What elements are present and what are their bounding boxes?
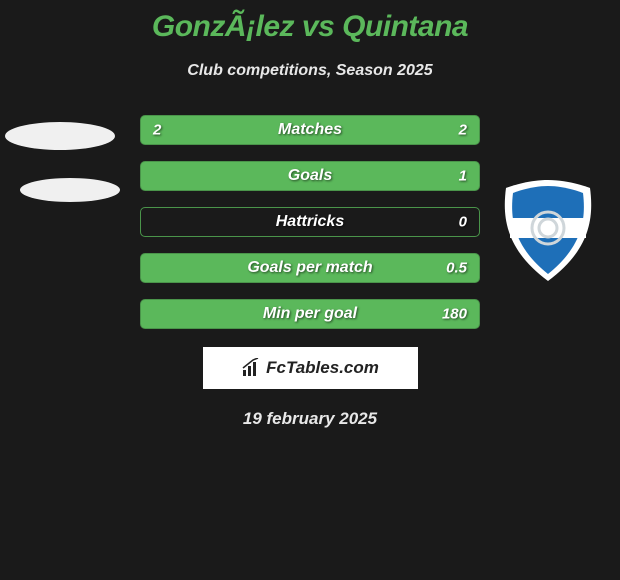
stat-right-value: 2	[459, 122, 467, 139]
stat-row: Hattricks 0	[140, 207, 480, 237]
attribution-box: FcTables.com	[203, 347, 418, 389]
date-label: 19 february 2025	[0, 409, 620, 429]
team-crest	[498, 178, 598, 283]
stat-row: Min per goal 180	[140, 299, 480, 329]
page-title: GonzÃ¡lez vs Quintana	[0, 0, 620, 44]
comparison-infographic: GonzÃ¡lez vs Quintana Club competitions,…	[0, 0, 620, 429]
stat-right-value: 0.5	[446, 260, 467, 277]
decorative-ellipse	[20, 178, 120, 202]
stat-row: Goals 1	[140, 161, 480, 191]
bar-chart-icon	[241, 358, 263, 378]
stat-right-value: 0	[459, 214, 467, 231]
decorative-ellipse	[5, 122, 115, 150]
stat-label: Min per goal	[263, 305, 357, 323]
stat-row: Goals per match 0.5	[140, 253, 480, 283]
stat-left-value: 2	[153, 122, 161, 139]
stat-row: 2 Matches 2	[140, 115, 480, 145]
attribution-label: FcTables.com	[266, 358, 379, 378]
stat-label: Goals per match	[247, 259, 372, 277]
stat-right-value: 1	[459, 168, 467, 185]
stat-label: Hattricks	[276, 213, 344, 231]
stat-label: Goals	[288, 167, 332, 185]
stat-right-value: 180	[442, 306, 467, 323]
stat-label: Matches	[278, 121, 342, 139]
page-subtitle: Club competitions, Season 2025	[0, 62, 620, 80]
